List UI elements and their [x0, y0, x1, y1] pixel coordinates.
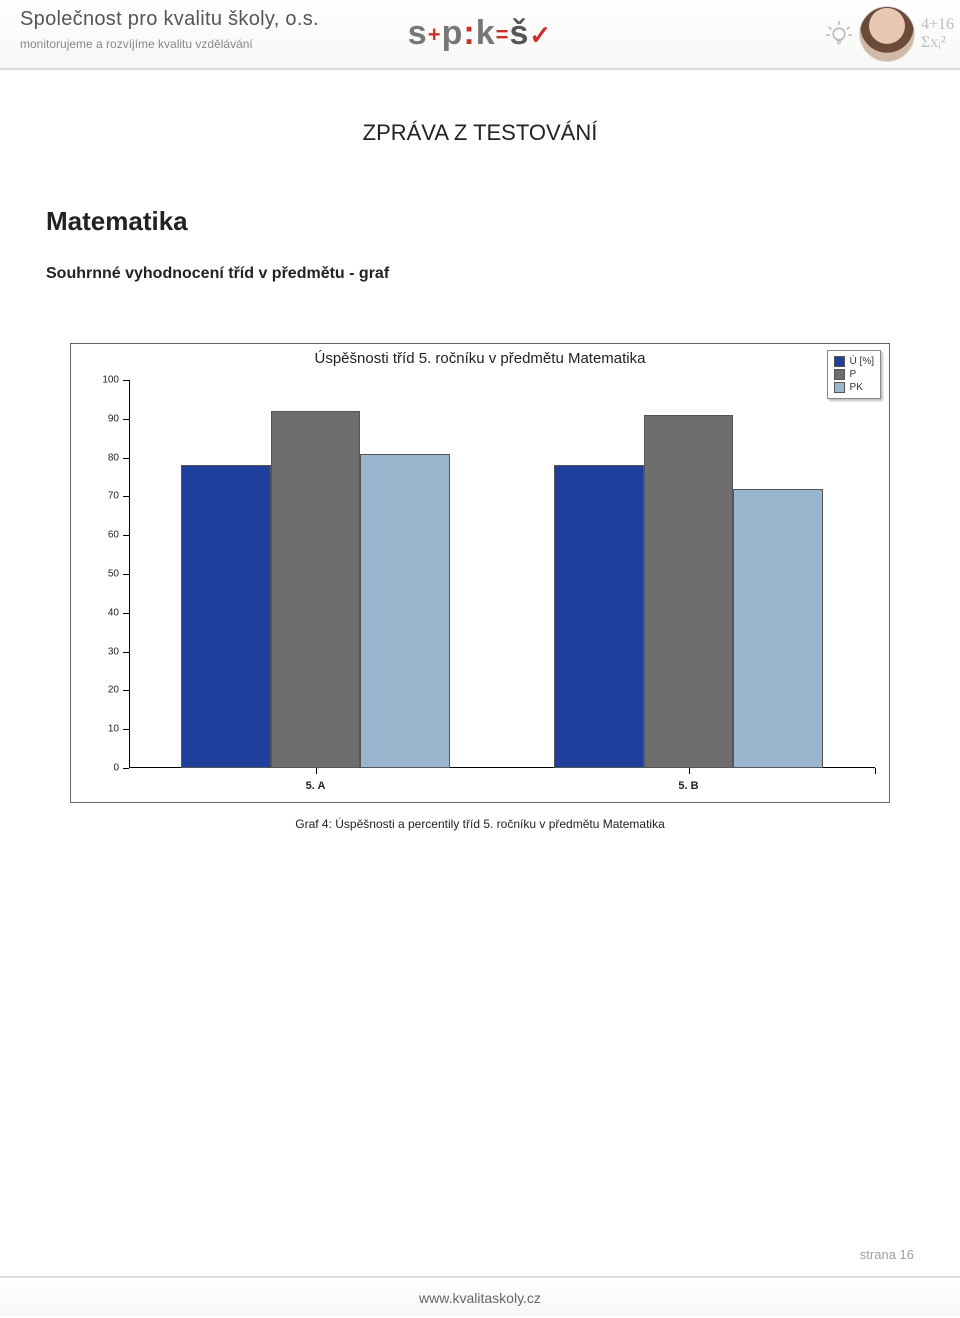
chart-bar [644, 415, 734, 768]
page-body: ZPRÁVA Z TESTOVÁNÍ Matematika Souhrnné v… [0, 70, 960, 831]
y-tick-label: 50 [108, 569, 119, 580]
chart-bar [554, 465, 644, 768]
y-tick [123, 574, 129, 575]
x-tick-label: 5. B [678, 780, 698, 792]
logo: s+p:k=š✓ [408, 14, 552, 53]
logo-letter-sh: š [509, 14, 529, 52]
legend-swatch [834, 356, 845, 367]
y-tick-label: 10 [108, 724, 119, 735]
chart-bar [271, 411, 361, 768]
y-tick [123, 768, 129, 769]
legend-label: Ú [%] [850, 355, 874, 368]
y-tick [123, 496, 129, 497]
chart-caption: Graf 4: Úspěšnosti a percentily tříd 5. … [46, 817, 914, 831]
header-right: 4+16 Σxᵢ² [800, 0, 960, 68]
legend-swatch [834, 369, 845, 380]
chalk-doodle: 4+16 Σxᵢ² [921, 16, 954, 51]
y-tick [123, 729, 129, 730]
y-tick-label: 40 [108, 607, 119, 618]
logo-colon-icon: : [463, 14, 475, 52]
header-left: Společnost pro kvalitu školy, o.s. monit… [20, 8, 319, 51]
legend-row: Ú [%] [834, 355, 874, 368]
section-subtitle: Souhrnné vyhodnocení tříd v předmětu - g… [46, 265, 914, 283]
y-tick [123, 380, 129, 381]
y-tick [123, 652, 129, 653]
page-number: strana 16 [860, 1247, 914, 1262]
tagline: monitorujeme a rozvíjíme kvalitu vzděláv… [20, 37, 319, 51]
chart-title: Úspěšnosti tříd 5. ročníku v předmětu Ma… [71, 344, 889, 367]
chart-bar [181, 465, 271, 768]
y-tick-label: 100 [102, 375, 119, 386]
y-tick [123, 419, 129, 420]
y-tick-label: 80 [108, 452, 119, 463]
x-tick [875, 768, 876, 774]
x-tick-label: 5. A [306, 780, 326, 792]
logo-letter-s: s [408, 14, 428, 52]
footer-url: www.kvalitaskoly.cz [419, 1290, 541, 1306]
logo-check-icon: ✓ [529, 20, 552, 50]
y-tick-label: 20 [108, 685, 119, 696]
y-tick [123, 458, 129, 459]
avatar [859, 6, 915, 62]
x-tick [316, 768, 317, 774]
y-tick-label: 0 [113, 763, 119, 774]
chalk-line1: 4+16 [921, 16, 954, 34]
y-tick-label: 60 [108, 530, 119, 541]
y-tick-label: 70 [108, 491, 119, 502]
logo-equals-icon: = [496, 22, 510, 47]
chart-plot-area: 01020304050607080901005. A5. B [129, 380, 875, 768]
y-tick-label: 30 [108, 646, 119, 657]
chart-bar [360, 454, 450, 768]
y-axis-line [129, 380, 130, 768]
chalk-line2: Σxᵢ² [921, 34, 954, 52]
subject-title: Matematika [46, 206, 914, 237]
x-tick [689, 768, 690, 774]
logo-letter-k: k [476, 14, 496, 52]
y-tick [123, 690, 129, 691]
page-header: Společnost pro kvalitu školy, o.s. monit… [0, 0, 960, 70]
lightbulb-icon [825, 20, 853, 48]
report-title: ZPRÁVA Z TESTOVÁNÍ [46, 120, 914, 146]
footer: www.kvalitaskoly.cz [0, 1276, 960, 1316]
y-tick-label: 90 [108, 413, 119, 424]
logo-letter-p: p [442, 14, 464, 52]
chart-bar [733, 489, 823, 768]
y-tick [123, 535, 129, 536]
chart-container: Úspěšnosti tříd 5. ročníku v předmětu Ma… [70, 343, 890, 803]
logo-plus-icon: + [428, 22, 442, 47]
y-tick [123, 613, 129, 614]
org-name: Společnost pro kvalitu školy, o.s. [20, 8, 319, 31]
